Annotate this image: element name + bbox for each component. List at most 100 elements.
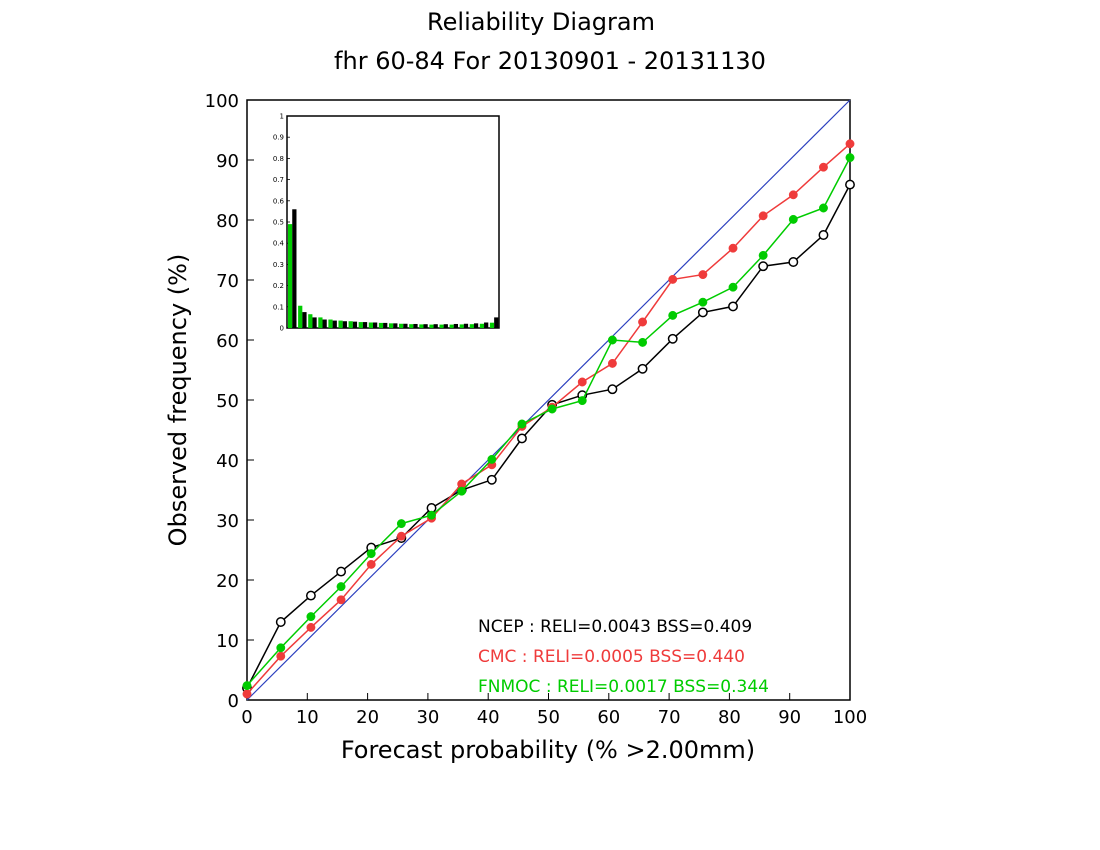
inset-bar-ncep xyxy=(473,323,479,328)
inset-bar-fnmoc xyxy=(429,324,434,328)
inset-y-tick-label: 0.9 xyxy=(273,134,284,142)
inset-bar-fnmoc xyxy=(288,224,293,328)
y-tick-label: 10 xyxy=(216,631,239,652)
data-point-ncep xyxy=(758,261,769,272)
y-tick-label: 70 xyxy=(216,271,239,292)
inset-y-tick-label: 0.5 xyxy=(273,219,284,227)
data-point-fnmoc xyxy=(306,612,316,622)
inset-frame xyxy=(286,115,500,329)
inset-y-tick-label: 0 xyxy=(280,325,284,333)
inset-bar-ncep xyxy=(342,321,347,328)
data-point-ncep xyxy=(275,617,286,627)
inset-bar-ncep xyxy=(403,323,408,328)
inset-bar-ncep xyxy=(494,317,499,328)
inset-bar-fnmoc xyxy=(439,324,444,328)
inset-bar-fnmoc xyxy=(459,324,464,328)
main-plot-area: 0 10 20 30 40 50 60 70 80 90 100010203040506070809… xyxy=(205,91,868,728)
inset-bar-ncep xyxy=(312,317,317,328)
inset-bar-ncep xyxy=(484,322,489,328)
data-point-cmc xyxy=(242,689,252,699)
data-point-ncep xyxy=(697,307,708,318)
inset-bar-fnmoc xyxy=(368,322,374,328)
data-point-fnmoc xyxy=(487,454,497,464)
inset-y-tick-label: 1 xyxy=(280,113,284,121)
inset-bar-ncep xyxy=(383,322,388,328)
x-tick-label: 90 xyxy=(778,707,801,728)
inset-bar-ncep xyxy=(352,321,358,328)
data-point-fnmoc xyxy=(547,404,557,414)
data-point-fnmoc xyxy=(242,681,252,691)
inset-bar-ncep xyxy=(423,324,428,328)
data-point-cmc xyxy=(577,377,587,387)
y-tick-label: 80 xyxy=(216,211,239,232)
data-point-fnmoc xyxy=(427,510,436,520)
inset-bar-ncep xyxy=(433,324,438,328)
data-point-ncep xyxy=(517,433,527,444)
inset-bar-fnmoc xyxy=(399,323,404,328)
inset-bar-ncep xyxy=(373,322,378,328)
inset-bar-fnmoc xyxy=(308,314,313,328)
y-tick-label: 50 xyxy=(216,391,239,412)
inset-bar-ncep xyxy=(302,312,307,328)
y-tick-label: 100 xyxy=(205,91,239,112)
data-point-ncep xyxy=(728,301,738,312)
inset-bar-fnmoc xyxy=(378,322,384,328)
inset-y-tick-label: 0.3 xyxy=(273,261,284,269)
data-point-cmc xyxy=(698,270,708,280)
data-point-fnmoc xyxy=(607,335,617,345)
data-point-fnmoc xyxy=(396,519,406,529)
y-tick-label: 30 xyxy=(216,511,239,532)
data-point-fnmoc xyxy=(276,643,286,653)
y-tick-label: 90 xyxy=(216,151,239,172)
data-point-cmc xyxy=(668,274,678,284)
data-point-fnmoc xyxy=(366,549,376,559)
y-axis-label: Observed frequency (%) xyxy=(164,254,192,547)
data-point-cmc xyxy=(788,190,798,200)
inset-bar-ncep xyxy=(413,323,418,328)
y-tick-label: 60 xyxy=(216,331,239,352)
x-tick-label: 80 xyxy=(718,707,741,728)
data-point-cmc xyxy=(638,317,648,327)
data-point-fnmoc xyxy=(517,419,527,429)
data-point-ncep xyxy=(667,333,678,344)
data-point-cmc xyxy=(845,139,855,149)
x-tick-label: 100 xyxy=(833,707,867,728)
data-point-fnmoc xyxy=(638,337,648,347)
data-point-ncep xyxy=(818,230,829,240)
data-point-fnmoc xyxy=(788,214,798,224)
inset-bar-fnmoc xyxy=(469,324,474,328)
y-tick-label: 0 xyxy=(228,691,239,712)
data-point-fnmoc xyxy=(819,203,828,213)
inset-bar-ncep xyxy=(393,323,398,328)
data-point-fnmoc xyxy=(577,396,587,406)
inset-y-tick-label: 0.6 xyxy=(273,197,285,205)
data-point-fnmoc xyxy=(668,310,678,320)
data-point-fnmoc xyxy=(457,486,467,496)
inset-bar-fnmoc xyxy=(388,323,394,328)
x-tick-label: 60 xyxy=(597,707,620,728)
inset-bar-fnmoc xyxy=(419,324,424,328)
data-point-cmc xyxy=(396,531,406,541)
inset-bar-ncep xyxy=(443,324,448,328)
data-point-cmc xyxy=(758,211,768,221)
x-tick-label: 30 xyxy=(416,707,439,728)
data-point-ncep xyxy=(637,363,648,374)
inset-bar-fnmoc xyxy=(298,305,303,328)
data-point-fnmoc xyxy=(758,250,768,260)
data-point-ncep xyxy=(607,384,618,395)
legend-entry-fnmoc: FNMOC : RELI=0.0017 BSS=0.344 xyxy=(478,677,769,697)
data-point-ncep xyxy=(486,474,497,485)
inset-y-tick-label: 0.1 xyxy=(273,303,284,311)
inset-y-tick-label: 0.2 xyxy=(273,282,284,290)
inset-bar-fnmoc xyxy=(449,324,454,328)
y-tick-label: 20 xyxy=(216,571,239,592)
inset-bar-ncep xyxy=(463,323,469,328)
data-point-cmc xyxy=(819,162,828,172)
inset-bar-ncep xyxy=(453,323,459,328)
inset-bar-fnmoc xyxy=(318,317,323,328)
inset-bar-fnmoc xyxy=(409,324,414,328)
inset-bar-fnmoc xyxy=(348,321,353,328)
inset-bar-ncep xyxy=(292,209,297,328)
x-tick-label: 20 xyxy=(356,707,379,728)
